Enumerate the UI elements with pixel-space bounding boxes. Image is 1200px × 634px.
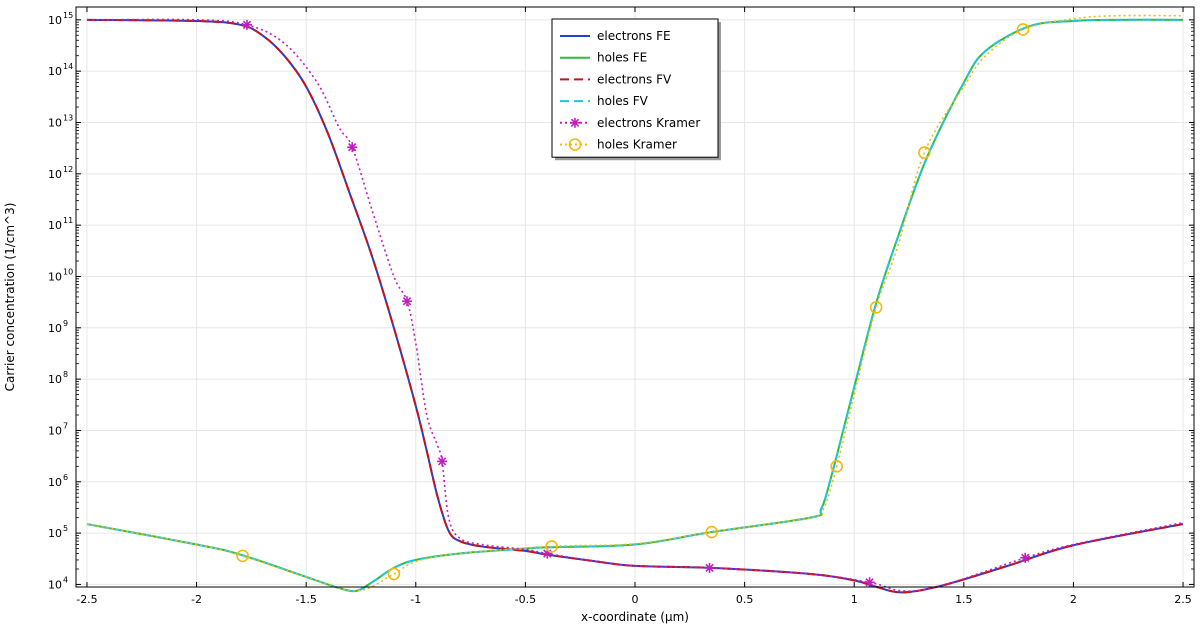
asterisk-stroke (348, 143, 357, 152)
marker-holes-kramer (236, 549, 249, 563)
legend-label-holes-kramer: holes Kramer (597, 138, 677, 152)
legend-label-electrons-fv: electrons FV (597, 72, 672, 86)
y-tick-exponent: 11 (63, 216, 73, 225)
y-tick-label: 10 (48, 14, 62, 27)
y-tick-label: 10 (48, 373, 62, 386)
y-tick-exponent: 15 (63, 11, 73, 20)
x-tick-label: 1 (851, 593, 858, 606)
marker-electrons-kramer (402, 296, 413, 307)
x-tick-label: -2 (191, 593, 202, 606)
y-tick-label: 10 (48, 116, 62, 129)
legend-label-electrons-fe: electrons FE (597, 29, 671, 43)
marker-holes-kramer (830, 460, 843, 473)
x-tick-label: 0.5 (736, 593, 754, 606)
x-tick-label: 0 (632, 593, 639, 606)
x-tick-label: -1 (410, 593, 421, 606)
marker-electrons-kramer (241, 19, 252, 30)
marker-electrons-kramer (1020, 552, 1031, 563)
y-tick-exponent: 5 (63, 524, 68, 533)
y-tick-exponent: 6 (63, 473, 68, 482)
marker-holes-kramer (545, 540, 558, 553)
y-tick-exponent: 14 (63, 62, 73, 71)
legend-marker-holes-kramer (568, 138, 582, 151)
y-tick-exponent: 8 (63, 370, 68, 379)
y-tick-exponent: 4 (63, 575, 68, 584)
y-tick-label: 10 (48, 168, 62, 181)
marker-holes-kramer (1016, 23, 1030, 36)
series-line-electrons-kramer (86, 18, 1184, 592)
y-tick-label: 10 (48, 527, 62, 540)
asterisk-stroke (242, 20, 252, 29)
legend: electrons FE holes FE electrons FV holes FV… (551, 18, 721, 161)
x-tick-label: -2.5 (76, 593, 97, 606)
marker-holes-kramer (869, 301, 883, 314)
asterisk-stroke (1021, 553, 1030, 562)
y-tick-label: 10 (48, 270, 62, 283)
marker-layer (236, 19, 1031, 588)
legend-label-holes-fv: holes FV (597, 94, 649, 108)
asterisk-stroke (570, 118, 580, 127)
y-tick-label: 10 (48, 65, 62, 78)
y-tick-exponent: 12 (63, 165, 73, 174)
series-line-electrons-fv (86, 18, 1184, 594)
y-tick-label: 10 (48, 219, 62, 232)
marker-holes-kramer (918, 146, 931, 159)
legend-box (551, 18, 719, 158)
marker-electrons-kramer (864, 577, 875, 588)
y-tick-exponent: 10 (63, 267, 73, 276)
y-tick-label: 10 (48, 424, 62, 437)
marker-holes-kramer (705, 525, 719, 539)
x-tick-label: 2 (1070, 593, 1077, 606)
y-tick-exponent: 13 (63, 113, 73, 122)
y-tick-label: 10 (48, 578, 62, 591)
y-tick-label: 10 (48, 476, 62, 489)
y-tick-exponent: 7 (63, 421, 68, 430)
series-layer (86, 14, 1184, 594)
marker-holes-kramer (387, 567, 401, 581)
marker-electrons-kramer (347, 142, 358, 153)
asterisk-stroke (705, 563, 714, 573)
x-tick-label: 2.5 (1174, 593, 1192, 606)
y-axis-label: Carrier concentration (1/cm^3) (3, 203, 17, 392)
legend-label-holes-fe: holes FE (597, 51, 647, 65)
x-axis-label: x-coordinate (µm) (581, 610, 689, 624)
x-tick-label: -0.5 (515, 593, 536, 606)
y-tick-label: 10 (48, 322, 62, 335)
x-tick-label: 1.5 (955, 593, 973, 606)
x-tick-label: -1.5 (295, 593, 316, 606)
marker-electrons-kramer (704, 562, 715, 573)
asterisk-stroke (865, 578, 874, 587)
legend-marker-electrons-kramer (570, 117, 580, 128)
asterisk-stroke (402, 297, 412, 306)
asterisk-stroke (437, 457, 447, 466)
y-tick-exponent: 9 (63, 319, 68, 328)
marker-electrons-kramer (437, 456, 448, 467)
legend-label-electrons-kramer: electrons Kramer (597, 116, 700, 130)
